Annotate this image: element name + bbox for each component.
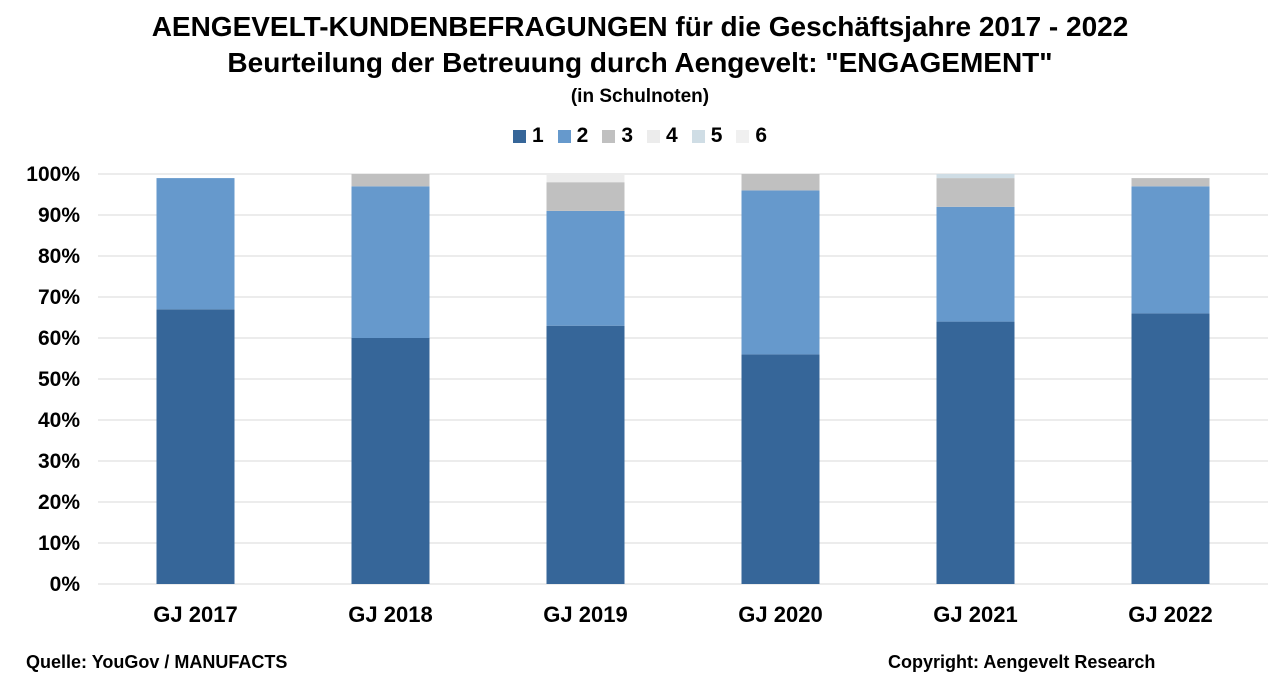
bar-segment	[351, 174, 430, 187]
legend-item-4: 4	[647, 124, 678, 148]
bar-segment	[936, 206, 1015, 322]
legend-item-5: 5	[691, 124, 723, 148]
legend-swatch	[512, 129, 526, 143]
legend-item-2: 2	[557, 124, 589, 148]
legend-swatch	[736, 129, 750, 143]
bar-segment	[741, 174, 820, 191]
chart-subtitle: Beurteilung der Betreuung durch Aengevel…	[227, 47, 1053, 78]
y-tick-label: 40%	[38, 409, 80, 432]
legend-label: 2	[576, 124, 589, 147]
y-tick-label: 10%	[38, 532, 80, 555]
bar-segment	[936, 178, 1015, 207]
legend-item-3: 3	[602, 124, 633, 148]
y-tick-label: 100%	[26, 163, 80, 186]
y-tick-label: 20%	[38, 491, 80, 514]
y-tick-label: 90%	[38, 204, 80, 227]
bar-segment	[936, 174, 1015, 179]
legend-swatch	[602, 129, 616, 143]
bar-segment	[741, 190, 820, 355]
bar-segment	[546, 182, 625, 211]
y-tick-label: 60%	[38, 327, 80, 350]
stacked-bar-chart: 0% 10% 20% 30% 40% 50% 60% 70% 80% 90% 100% GJ 2017…	[26, 163, 1268, 627]
y-tick-label: 30%	[38, 450, 80, 473]
bar-segment	[1131, 313, 1210, 584]
y-tick-label: 80%	[38, 245, 80, 268]
bar-segment	[546, 174, 625, 183]
bar-segment	[351, 338, 430, 584]
legend: 1 2 3 4 5 6	[0, 124, 1280, 148]
chart-note: (in Schulnoten)	[570, 86, 710, 107]
bar-segment	[1131, 186, 1210, 314]
bar-segment	[156, 178, 235, 310]
bar-segment	[351, 186, 430, 338]
legend-swatch	[647, 129, 660, 143]
legend-label: 5	[710, 124, 723, 147]
legend-label: 1	[531, 124, 544, 147]
legend-label: 6	[755, 124, 768, 147]
bar-segment	[1131, 178, 1210, 187]
x-tick-label: GJ 2017	[153, 602, 237, 627]
bar-segment	[156, 309, 235, 584]
x-tick-label: GJ 2022	[1128, 602, 1212, 627]
legend-label: 4	[666, 124, 678, 147]
x-tick-label: GJ 2018	[348, 602, 432, 627]
x-tick-label: GJ 2020	[738, 602, 822, 627]
y-tick-label: 0%	[50, 573, 81, 596]
bar-segment	[741, 354, 820, 584]
x-tick-label: GJ 2019	[543, 602, 627, 627]
legend-swatch	[557, 129, 571, 143]
bar-segment	[546, 210, 625, 326]
legend-item-6: 6	[736, 124, 767, 148]
chart-title: AENGEVELT-KUNDENBEFRAGUNGEN für die Gesc…	[151, 11, 1129, 42]
copyright-note: Copyright: Aengevelt Research	[888, 652, 1156, 672]
bar-segment	[936, 321, 1015, 584]
y-tick-label: 50%	[38, 368, 80, 391]
source-note: Quelle: YouGov / MANUFACTS	[26, 652, 288, 672]
x-tick-label: GJ 2021	[933, 602, 1017, 627]
legend-label: 3	[621, 124, 633, 147]
legend-item-1: 1	[512, 124, 544, 148]
y-tick-label: 70%	[38, 286, 80, 309]
legend-swatch	[691, 129, 705, 143]
bar-segment	[546, 325, 625, 584]
